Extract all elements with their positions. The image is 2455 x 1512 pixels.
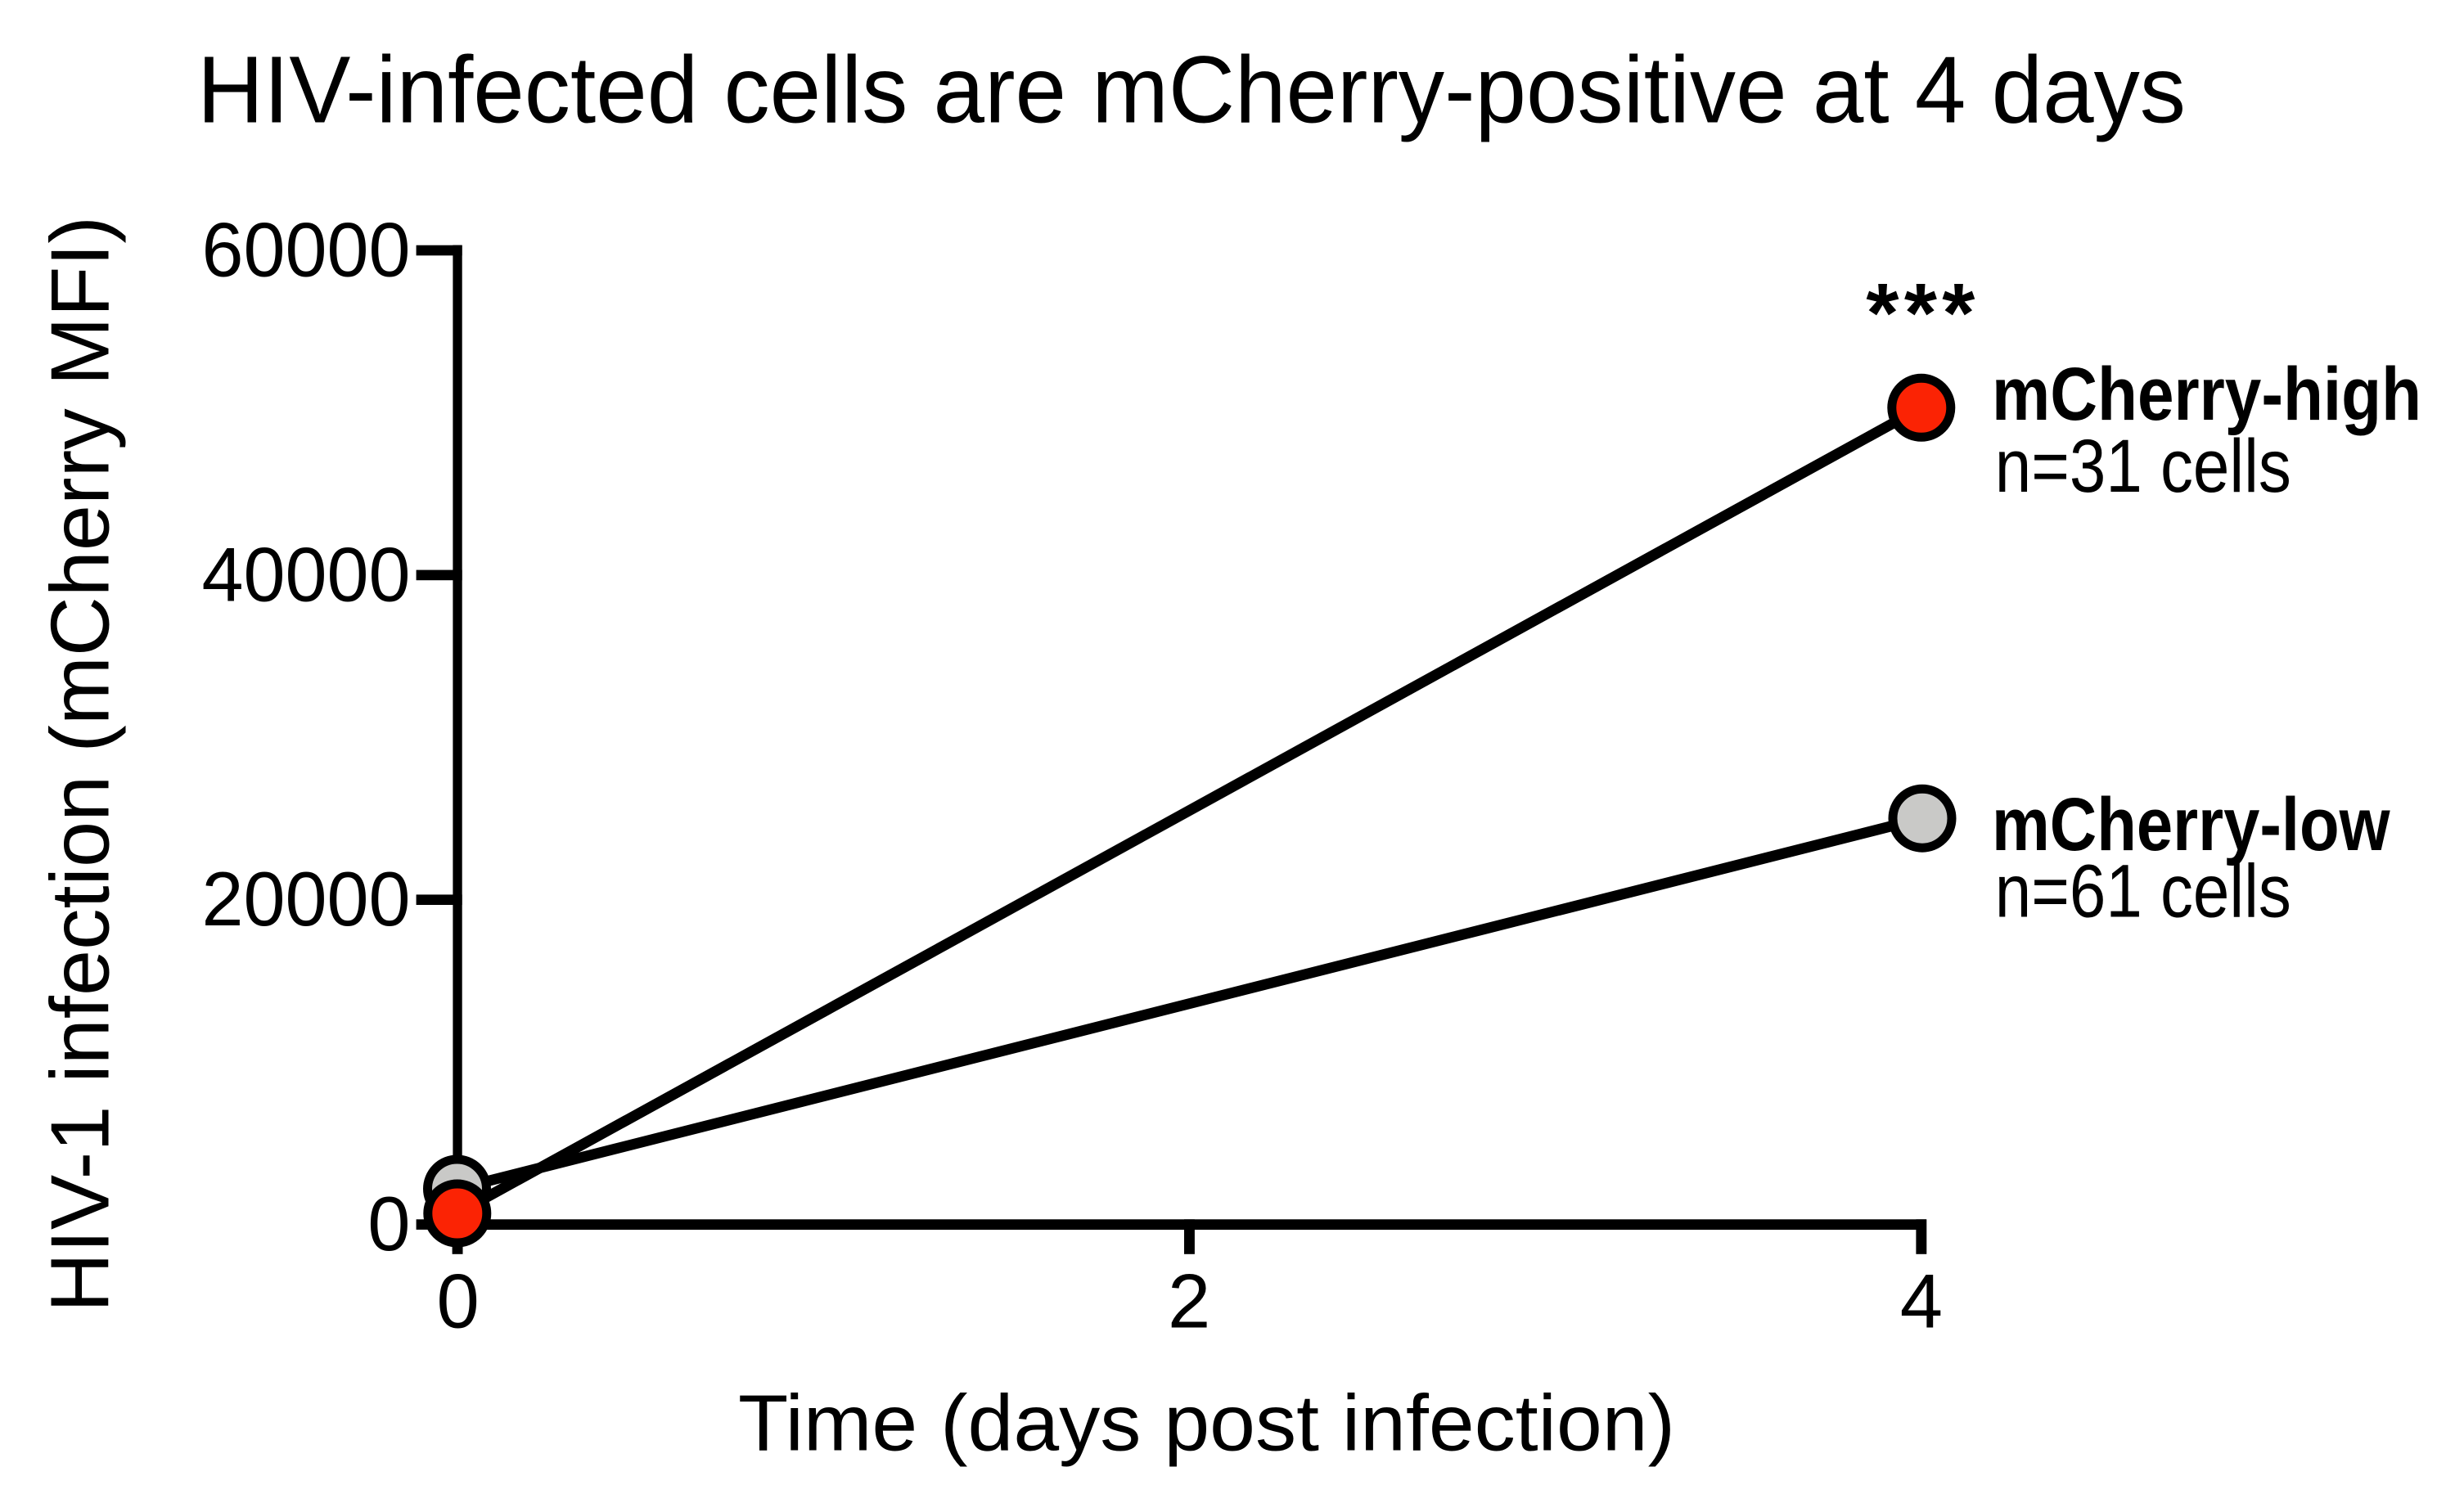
svg-text:n=61 cells: n=61 cells [1995, 850, 2291, 934]
svg-text:0: 0 [367, 1181, 410, 1267]
svg-text:mCherry-high: mCherry-high [1992, 353, 2421, 436]
svg-text:20000: 20000 [202, 856, 411, 942]
svg-text:60000: 60000 [202, 206, 411, 292]
svg-text:4: 4 [1900, 1258, 1943, 1343]
svg-text:HIV-infected cells are mCherry: HIV-infected cells are mCherry-positive … [197, 37, 2186, 143]
svg-text:***: *** [1866, 266, 1975, 360]
svg-text:40000: 40000 [202, 531, 411, 617]
svg-text:mCherry-low: mCherry-low [1992, 783, 2390, 866]
svg-text:2: 2 [1168, 1258, 1210, 1343]
svg-text:HIV-1 infection (mCherry MFI): HIV-1 infection (mCherry MFI) [35, 216, 127, 1312]
svg-text:0: 0 [437, 1258, 480, 1343]
svg-text:Time (days post infection): Time (days post infection) [738, 1379, 1675, 1468]
svg-text:n=31 cells: n=31 cells [1995, 425, 2291, 508]
